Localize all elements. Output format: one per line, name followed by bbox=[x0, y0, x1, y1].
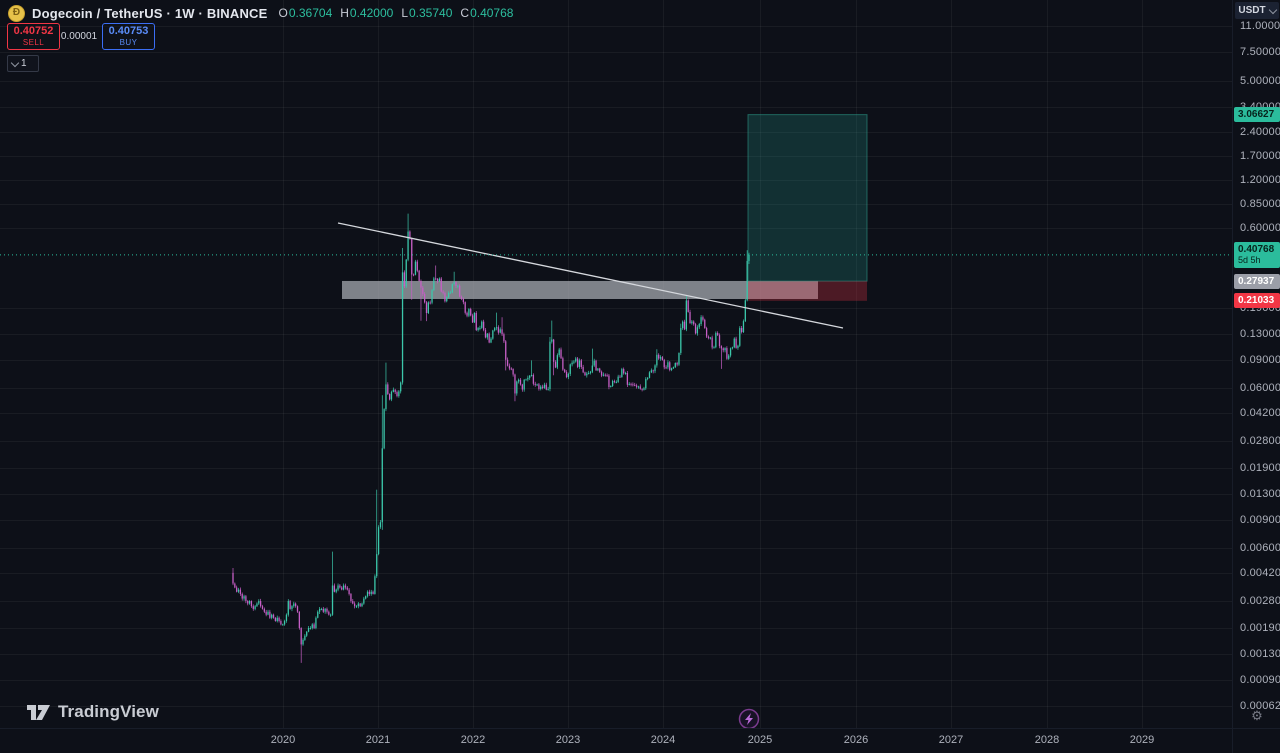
price-tick-label: 0.01300 bbox=[1240, 488, 1280, 501]
long-position-stop-box[interactable] bbox=[748, 281, 867, 301]
chevron-down-icon bbox=[10, 58, 20, 67]
price-tick-label: 0.00420 bbox=[1240, 566, 1280, 579]
candlesticks bbox=[232, 213, 750, 663]
year-tick-label: 2025 bbox=[747, 734, 773, 746]
lightning-event-icon[interactable] bbox=[738, 708, 760, 729]
price-axis[interactable]: USDT ⚙ 11.000007.500005.000003.400002.40… bbox=[1232, 0, 1280, 728]
tradingview-logo-text: TradingView bbox=[58, 702, 159, 721]
price-tick-label: 7.50000 bbox=[1240, 46, 1280, 59]
object-count: 1 bbox=[21, 58, 27, 69]
price-tick-label: 0.00600 bbox=[1240, 542, 1280, 555]
open-value: O0.36704 bbox=[278, 6, 333, 20]
symbol-legend: Ð Dogecoin / TetherUS · 1W · BINANCE O0.… bbox=[8, 4, 513, 22]
trendline-drawing[interactable] bbox=[337, 222, 844, 329]
price-tick-label: 0.00190 bbox=[1240, 621, 1280, 634]
countdown-timer: 5d 5h bbox=[1238, 254, 1261, 265]
year-tick-label: 2027 bbox=[938, 734, 964, 746]
price-tick-label: 0.01900 bbox=[1240, 461, 1280, 474]
spread-value: 0.00001 bbox=[60, 30, 98, 42]
price-tick-label: 0.13000 bbox=[1240, 328, 1280, 341]
year-tick-label: 2022 bbox=[460, 734, 486, 746]
price-tick-label: 0.04200 bbox=[1240, 406, 1280, 419]
year-tick-label: 2024 bbox=[650, 734, 676, 746]
grid-lines bbox=[0, 0, 1232, 728]
sell-button[interactable]: 0.40752 SELL bbox=[7, 22, 60, 50]
price-tick-label: 2.40000 bbox=[1240, 125, 1280, 138]
time-axis[interactable]: 2020 2021 2022 2023 2024 2025 2026 2027 2028 2029 bbox=[0, 728, 1232, 753]
price-tick-label: 5.00000 bbox=[1240, 74, 1280, 87]
price-tick-label: 0.00280 bbox=[1240, 595, 1280, 608]
year-tick-label: 2028 bbox=[1034, 734, 1060, 746]
currency-dropdown-button[interactable]: USDT bbox=[1235, 2, 1279, 19]
price-chart-canvas[interactable] bbox=[0, 0, 1232, 728]
entry-price-label: 0.27937 bbox=[1234, 273, 1280, 289]
trade-buttons-row: 0.40752 SELL 0.00001 0.40753 BUY bbox=[7, 22, 155, 50]
year-tick-label: 2026 bbox=[843, 734, 869, 746]
supply-zone-rectangle[interactable] bbox=[342, 280, 818, 300]
long-position-profit-box[interactable] bbox=[747, 114, 868, 282]
price-tick-label: 0.09000 bbox=[1240, 353, 1280, 366]
tradingview-logo[interactable]: TradingView bbox=[27, 702, 159, 722]
target-price-label: 3.06627 bbox=[1234, 107, 1280, 123]
price-tick-label: 0.00900 bbox=[1240, 513, 1280, 526]
price-tick-label: 0.00062 bbox=[1240, 699, 1280, 712]
year-tick-label: 2020 bbox=[270, 734, 296, 746]
stop-price-label: 0.21033 bbox=[1234, 293, 1280, 309]
close-value: C0.40768 bbox=[460, 6, 514, 20]
gear-icon[interactable]: ⚙ bbox=[1251, 708, 1263, 723]
price-tick-label: 11.00000 bbox=[1240, 19, 1280, 32]
symbol-title[interactable]: Dogecoin / TetherUS · 1W · BINANCE bbox=[32, 5, 268, 21]
buy-button[interactable]: 0.40753 BUY bbox=[102, 22, 155, 50]
axis-corner bbox=[1232, 728, 1280, 753]
year-tick-label: 2029 bbox=[1129, 734, 1155, 746]
price-tick-label: 1.20000 bbox=[1240, 173, 1280, 186]
year-tick-label: 2023 bbox=[555, 734, 581, 746]
chart-pane[interactable] bbox=[0, 0, 1232, 728]
high-value: H0.42000 bbox=[340, 6, 394, 20]
buy-label: BUY bbox=[119, 37, 138, 47]
price-tick-label: 1.70000 bbox=[1240, 149, 1280, 162]
price-tick-label: 0.00090 bbox=[1240, 673, 1280, 686]
tradingview-logo-icon bbox=[27, 704, 50, 720]
year-tick-label: 2021 bbox=[365, 734, 391, 746]
price-tick-label: 0.06000 bbox=[1240, 382, 1280, 395]
current-price-label: 0.40768 5d 5h bbox=[1234, 241, 1280, 268]
object-tree-toggle[interactable]: 1 bbox=[7, 55, 39, 72]
price-tick-label: 0.02800 bbox=[1240, 434, 1280, 447]
price-tick-label: 0.85000 bbox=[1240, 197, 1280, 210]
buy-price: 0.40753 bbox=[108, 24, 149, 37]
sell-label: SELL bbox=[22, 37, 45, 47]
price-tick-label: 0.60000 bbox=[1240, 222, 1280, 234]
low-value: L0.35740 bbox=[401, 6, 453, 20]
currency-label: USDT bbox=[1238, 5, 1266, 16]
ohlc-values: O0.36704 H0.42000 L0.35740 C0.40768 bbox=[279, 6, 514, 20]
chevron-down-icon bbox=[1268, 5, 1277, 14]
sell-price: 0.40752 bbox=[13, 24, 54, 37]
dogecoin-icon: Ð bbox=[8, 4, 25, 22]
price-tick-label: 0.00130 bbox=[1240, 648, 1280, 661]
